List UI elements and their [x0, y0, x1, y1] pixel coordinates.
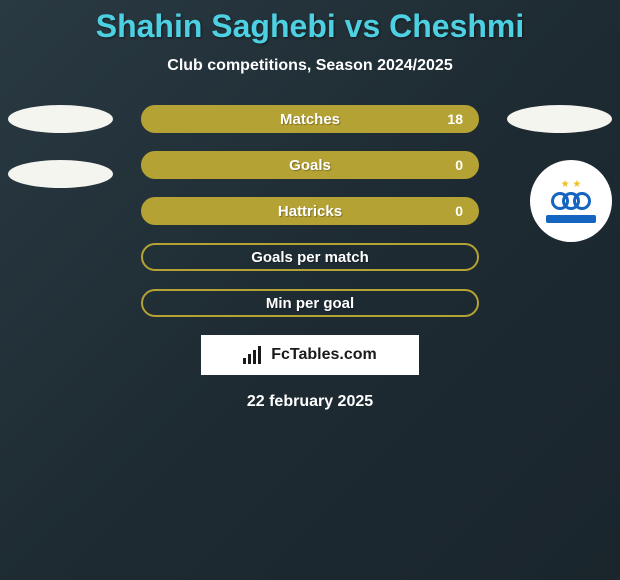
club-rings-icon	[551, 192, 591, 212]
left-player-badges	[8, 105, 113, 215]
stat-value: 18	[447, 111, 463, 127]
stat-label: Hattricks	[278, 203, 342, 220]
comparison-title: Shahin Saghebi vs Cheshmi	[0, 0, 620, 45]
season-subtitle: Club competitions, Season 2024/2025	[0, 57, 620, 75]
content-area: ★ ★ Matches 18 Goals 0 Hattricks 0 Goals…	[0, 105, 620, 411]
stat-label: Min per goal	[266, 295, 354, 312]
club-crest: ★ ★	[530, 160, 612, 242]
stat-bar-goals: Goals 0	[141, 151, 479, 179]
stat-bar-hattricks: Hattricks 0	[141, 197, 479, 225]
stat-value: 0	[455, 203, 463, 219]
player-badge-placeholder	[8, 105, 113, 133]
stat-bar-goals-per-match: Goals per match	[141, 243, 479, 271]
stat-label: Goals	[289, 157, 331, 174]
player-badge-placeholder	[8, 160, 113, 188]
club-banner-icon	[546, 215, 596, 223]
stat-value: 0	[455, 157, 463, 173]
club-stars-icon: ★ ★	[561, 179, 582, 190]
stat-bar-matches: Matches 18	[141, 105, 479, 133]
fctables-logo: FcTables.com	[201, 335, 419, 375]
stat-label: Matches	[280, 111, 340, 128]
stats-container: Matches 18 Goals 0 Hattricks 0 Goals per…	[141, 105, 479, 317]
stat-label: Goals per match	[251, 249, 369, 266]
chart-icon	[243, 346, 265, 364]
logo-text: FcTables.com	[271, 346, 377, 364]
right-player-badges: ★ ★	[507, 105, 612, 160]
date-text: 22 february 2025	[0, 393, 620, 411]
stat-bar-min-per-goal: Min per goal	[141, 289, 479, 317]
player-badge-placeholder	[507, 105, 612, 133]
